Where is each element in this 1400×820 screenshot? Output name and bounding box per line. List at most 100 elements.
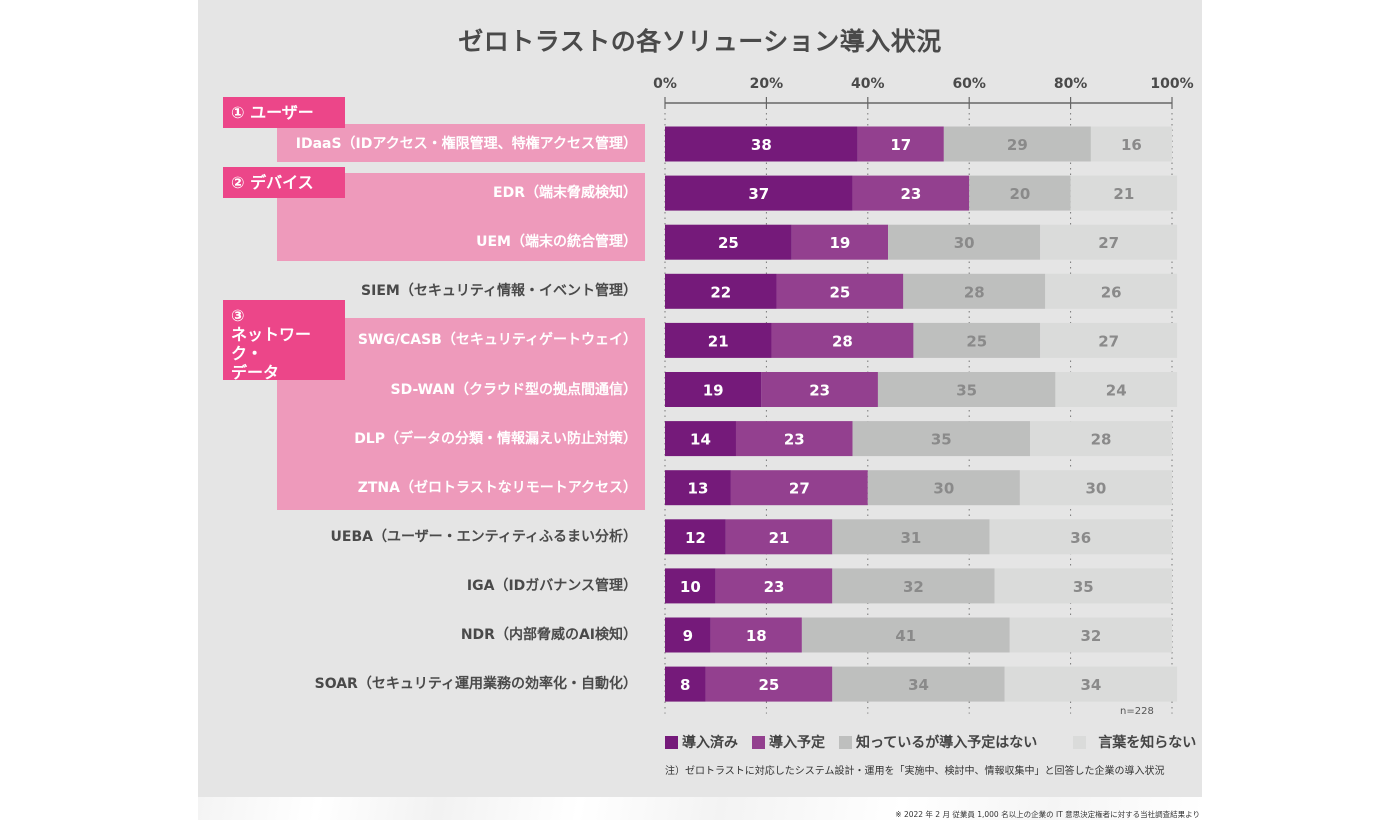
data-label: 12 <box>685 529 706 547</box>
data-label: 35 <box>1073 578 1094 596</box>
footnote: 注）ゼロトラストに対応したシステム設計・運用を「実施中、検討中、情報収集中」と回… <box>665 766 1165 777</box>
bar-segment <box>715 568 833 604</box>
x-tick-label: 0% <box>653 76 677 92</box>
bar-segment <box>832 568 995 604</box>
bar-segment <box>852 421 1031 457</box>
data-label: 41 <box>895 627 916 645</box>
data-label: 22 <box>710 283 731 301</box>
legend-item-planned: 導入予定 <box>752 732 825 752</box>
data-label: 23 <box>900 185 921 203</box>
bar-segment <box>943 126 1091 162</box>
gridlines <box>664 113 1173 714</box>
data-label: 28 <box>832 332 853 350</box>
bar-segment <box>801 617 1010 653</box>
row-label: DLP（データの分類・情報漏えい防止対策） <box>354 430 637 447</box>
data-label: 29 <box>1007 136 1028 154</box>
row-label: SOAR（セキュリティ運用業務の効率化・自動化） <box>314 676 637 693</box>
bar-segment <box>1070 175 1178 211</box>
data-label: 19 <box>703 382 724 400</box>
row-label: UEM（端末の統合管理） <box>476 234 637 251</box>
bar-row: 10 23 32 35 <box>665 568 1172 604</box>
data-label: 25 <box>829 283 850 301</box>
group-badge-network-data: ③ ネットワーク・ データ <box>223 300 345 382</box>
bar-segment <box>665 666 706 702</box>
legend-swatch <box>665 735 678 749</box>
bars: 38 17 29 16 37 23 20 21 25 19 30 27 22 25 28 26 21 28 25 27… <box>665 126 1178 702</box>
bar-segment <box>725 519 833 555</box>
group-band-user <box>277 124 645 162</box>
bar-segment <box>989 519 1172 555</box>
row-label: ZTNA（ゼロトラストなリモートアクセス） <box>357 479 637 496</box>
legend-label: 導入済み <box>682 735 738 751</box>
data-label: 17 <box>890 136 911 154</box>
data-label: 30 <box>933 480 954 498</box>
data-label: 21 <box>1113 185 1134 203</box>
data-label: 9 <box>683 627 693 645</box>
bar-row: 13 27 30 30 <box>665 470 1172 506</box>
data-label: 28 <box>1091 431 1112 449</box>
row-label: IGA（IDガバナンス管理） <box>466 577 637 594</box>
data-label: 37 <box>748 185 769 203</box>
data-label: 31 <box>900 529 921 547</box>
data-label: 25 <box>966 332 987 350</box>
bar-segment <box>710 617 802 653</box>
bar-segment <box>665 568 716 604</box>
bar-segment <box>665 175 853 211</box>
data-label: 27 <box>789 480 810 498</box>
bar-segment <box>665 372 762 407</box>
bar-row: 37 23 20 21 <box>665 175 1178 211</box>
data-label: 27 <box>1098 332 1119 350</box>
group-badge-user: ① ユーザー <box>223 97 345 128</box>
data-label: 21 <box>769 529 790 547</box>
legend-item-unknown-term: 言葉を知らない <box>1073 732 1196 752</box>
bar-segment <box>761 372 878 407</box>
bar-segment <box>665 273 777 309</box>
data-label: 30 <box>954 234 975 252</box>
data-label: 32 <box>1080 627 1101 645</box>
bar-row: 9 18 41 32 <box>665 617 1172 653</box>
group-badge-label: ① ユーザー <box>231 103 314 122</box>
bar-segment <box>1055 372 1178 407</box>
data-label: 36 <box>1070 529 1091 547</box>
bar-segment <box>1040 322 1178 358</box>
data-label: 10 <box>680 578 701 596</box>
bar-row: 14 23 35 28 <box>665 421 1172 457</box>
bar-segment <box>867 470 1020 506</box>
data-label: 19 <box>829 234 850 252</box>
legend-label: 導入予定 <box>769 735 825 751</box>
data-label: 32 <box>903 578 924 596</box>
bar-segment <box>665 421 736 457</box>
data-label: 23 <box>809 382 830 400</box>
row-label: NDR（内部脅威のAI検知） <box>460 627 637 643</box>
row-label: UEBA（ユーザー・エンティティふるまい分析） <box>330 528 637 545</box>
bar-segment <box>1040 224 1178 260</box>
group-badge-device: ② デバイス <box>223 167 345 198</box>
bar-segment <box>665 126 858 162</box>
bar-segment <box>665 519 726 555</box>
legend-item-implemented: 導入済み <box>665 732 738 752</box>
bar-segment <box>1009 617 1172 653</box>
bar-segment <box>665 470 731 506</box>
data-label: 27 <box>1098 234 1119 252</box>
bar-segment <box>903 273 1046 309</box>
bar-segment <box>832 519 990 555</box>
data-label: 26 <box>1101 283 1122 301</box>
bar-segment <box>1045 273 1178 309</box>
source-note: ※ 2022 年 2 月 従業員 1,000 名以上の企業の IT 意思決定権者… <box>895 810 1200 819</box>
sample-size: n=228 <box>1120 706 1154 717</box>
data-label: 35 <box>931 431 952 449</box>
bar-segment <box>771 322 914 358</box>
data-label: 38 <box>751 136 772 154</box>
bar-row: 19 23 35 24 <box>665 372 1178 407</box>
bar-segment <box>665 322 772 358</box>
row-label: IDaaS（IDアクセス・権限管理、特権アクセス管理） <box>295 136 637 152</box>
bar-segment <box>1019 470 1172 506</box>
data-label: 13 <box>688 480 709 498</box>
bar-row: 8 25 34 34 <box>665 666 1178 702</box>
legend: 導入済み 導入予定 知っているが導入予定はない 言葉を知らない <box>665 732 1196 752</box>
bar-segment <box>776 273 904 309</box>
data-label: 35 <box>956 382 977 400</box>
bar-segment <box>735 421 853 457</box>
data-label: 16 <box>1121 136 1142 154</box>
